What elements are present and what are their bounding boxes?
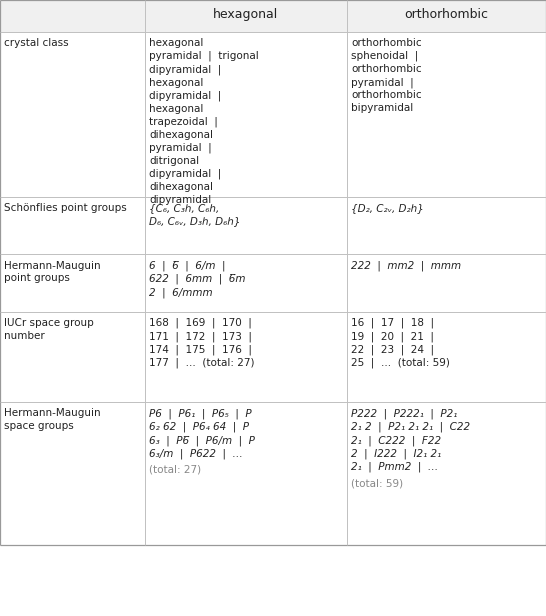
Text: {D₂, C₂ᵥ, D₂ℎ}: {D₂, C₂ᵥ, D₂ℎ} — [351, 203, 424, 213]
Text: P222  |  P222₁  |  P2₁
2₁ 2  |  P2₁ 2₁ 2₁  |  C22
2₁  |  C222  |  F22
2  |  I222: P222 | P222₁ | P2₁ 2₁ 2 | P2₁ 2₁ 2₁ | C2… — [351, 408, 470, 472]
Text: hexagonal: hexagonal — [213, 8, 278, 22]
Text: (total: 59): (total: 59) — [351, 479, 403, 488]
Text: P6  |  P6₁  |  P6₅  |  P
6₂ 62  |  P6₄ 64  |  P
6₃  |  P6̅  |  P6/m  |  P
6₃/m  : P6 | P6₁ | P6₅ | P 6₂ 62 | P6₄ 64 | P 6₃… — [149, 408, 255, 459]
Text: Hermann-Mauguin
space groups: Hermann-Mauguin space groups — [4, 408, 101, 431]
Text: orthorhombic: orthorhombic — [405, 8, 488, 22]
Bar — [347, 0, 546, 32]
Text: 168  |  169  |  170  |
171  |  172  |  173  |
174  |  175  |  176  |
177  |  …  : 168 | 169 | 170 | 171 | 172 | 173 | 174 … — [149, 318, 254, 368]
Text: 222  |  mm2  |  mmm: 222 | mm2 | mmm — [351, 261, 461, 271]
Bar — [145, 0, 347, 32]
Text: Hermann-Mauguin
point groups: Hermann-Mauguin point groups — [4, 261, 101, 283]
Text: 16  |  17  |  18  |
19  |  20  |  21  |
22  |  23  |  24  |
25  |  …  (total: 59: 16 | 17 | 18 | 19 | 20 | 21 | 22 | 23 | … — [351, 318, 450, 368]
Text: Schönflies point groups: Schönflies point groups — [4, 203, 127, 213]
Text: hexagonal
pyramidal  |  trigonal
dipyramidal  |
hexagonal
dipyramidal  |
hexagon: hexagonal pyramidal | trigonal dipyramid… — [149, 38, 259, 205]
Bar — [0, 0, 145, 32]
Text: orthorhombic
sphenoidal  |
orthorhombic
pyramidal  |
orthorhombic
bipyramidal: orthorhombic sphenoidal | orthorhombic p… — [351, 38, 422, 113]
Text: 6  |  6̅  |  6/m  |
622  |  6mm  |  6̅m
2  |  6/mmm: 6 | 6̅ | 6/m | 622 | 6mm | 6̅m 2 | 6/mmm — [149, 261, 246, 298]
Text: (total: 27): (total: 27) — [149, 464, 201, 475]
Text: IUCr space group
number: IUCr space group number — [4, 318, 94, 341]
Text: crystal class: crystal class — [4, 38, 69, 48]
Text: {C₆, C₃ℎ, C₆ℎ,
D₆, C₆ᵥ, D₃ℎ, D₆ℎ}: {C₆, C₃ℎ, C₆ℎ, D₆, C₆ᵥ, D₃ℎ, D₆ℎ} — [149, 203, 241, 226]
